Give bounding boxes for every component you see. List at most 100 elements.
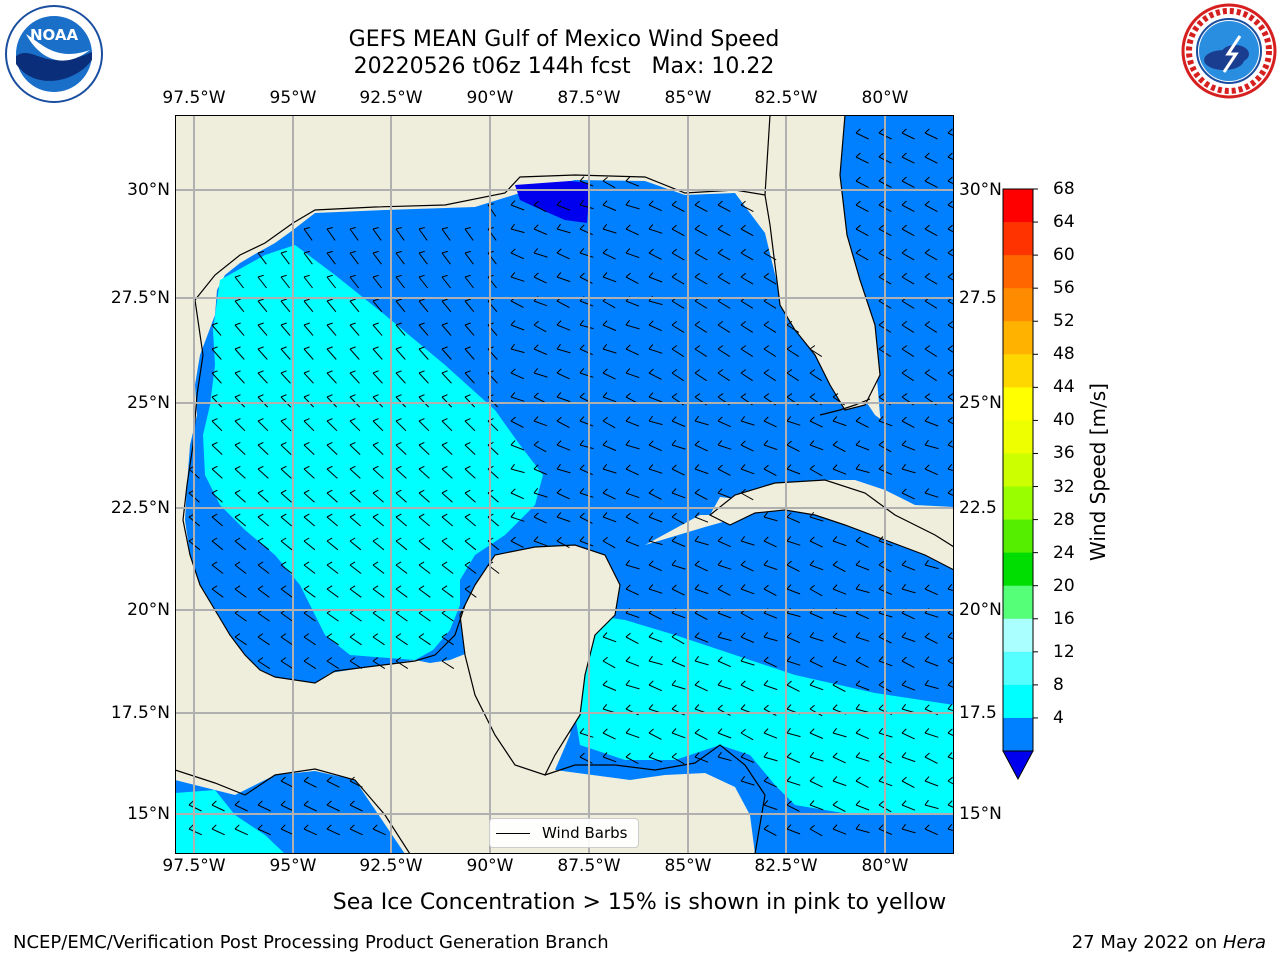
- wind-barb-446: [763, 536, 777, 548]
- colorbar-label-6: 44: [1053, 377, 1075, 398]
- wind-barb-467: [671, 559, 686, 570]
- wind-barb-110: [740, 272, 754, 285]
- wind-barb-25: [648, 200, 663, 212]
- wind-barb-78: [671, 248, 685, 261]
- wind-barb-288: [694, 415, 709, 426]
- colorbar-label-2: 60: [1053, 245, 1075, 266]
- wind-barb-45: [533, 224, 548, 235]
- wind-barb-3: [924, 128, 938, 140]
- wind-barb-386: [625, 488, 640, 499]
- wind-barb-653: [786, 776, 801, 786]
- wind-barb-325: [786, 440, 800, 452]
- wind-barb-432: [441, 537, 454, 551]
- wind-barb-190: [579, 344, 594, 356]
- wind-barb-620: [740, 728, 754, 741]
- wind-barb-172: [924, 321, 938, 333]
- wind-barb-100: [510, 272, 525, 282]
- wind-barb-72: [533, 247, 548, 258]
- wind-barb-314: [533, 440, 547, 453]
- colorbar-swatch-0: [1003, 189, 1033, 223]
- wind-barb-167: [740, 321, 754, 333]
- wind-barb-612: [947, 703, 954, 712]
- wind-barb-619: [717, 728, 732, 739]
- wind-barb-545: [694, 632, 709, 643]
- wind-barb-196: [717, 345, 731, 358]
- wind-barb-401: [326, 513, 339, 527]
- wind-barb-475: [855, 560, 870, 571]
- wind-barb-82: [763, 248, 777, 261]
- wind-barb-533: [280, 633, 293, 646]
- wind-barb-28: [717, 200, 731, 213]
- wind-barb-499: [809, 584, 823, 597]
- wind-barb-447: [786, 536, 801, 546]
- colorbar-label-12: 20: [1053, 575, 1075, 596]
- wind-barb-106: [648, 272, 663, 283]
- wind-barb-86: [924, 248, 938, 261]
- wind-barb-391: [740, 488, 754, 501]
- wind-barb-275: [395, 418, 407, 432]
- wind-barb-492: [648, 584, 663, 594]
- wind-barb-313: [510, 440, 525, 451]
- wind-barb-541: [602, 632, 617, 643]
- wind-barb-148: [303, 322, 314, 336]
- wind-barb-399: [280, 513, 293, 527]
- wind-barb-615: [625, 728, 640, 739]
- wind-barb-61: [280, 250, 290, 265]
- wind-barb-442: [671, 536, 686, 547]
- wind-barb-636: [717, 751, 732, 762]
- map-legend: Wind Barbs: [489, 818, 639, 848]
- wind-barb-373: [326, 489, 338, 503]
- wind-barb-681: [257, 824, 272, 836]
- wind-barb-282: [556, 416, 570, 429]
- wind-barb-648: [303, 776, 317, 788]
- footer-host: Hera: [1222, 932, 1266, 953]
- wind-barb-536: [349, 633, 362, 646]
- wind-barb-19: [510, 200, 525, 211]
- map-plot: [175, 115, 954, 854]
- wind-barb-40: [418, 227, 428, 241]
- wind-barb-371: [280, 489, 292, 503]
- wind-barb-302: [257, 441, 269, 455]
- wind-barb-500: [832, 584, 847, 595]
- wind-barb-339: [326, 465, 338, 479]
- wind-barb-429: [372, 537, 385, 551]
- wind-barb-613: [579, 728, 594, 738]
- wind-barb-116: [234, 298, 245, 313]
- wind-barb-306: [349, 441, 361, 455]
- wind-barb-365: [924, 464, 939, 476]
- wind-barb-543: [648, 632, 663, 643]
- wind-barb-144: [211, 322, 222, 336]
- x-tick-bottom-4: 87.5°W: [557, 856, 621, 876]
- wind-barb-85: [901, 248, 915, 261]
- colorbar-swatch-15: [1003, 684, 1033, 719]
- wind-barb-81: [740, 248, 754, 261]
- colorbar-border: [1002, 188, 1034, 752]
- wind-barb-341: [372, 465, 384, 479]
- wind-barb-355: [694, 464, 709, 475]
- wind-barb-10: [579, 176, 594, 187]
- wind-barb-547: [740, 632, 755, 643]
- x-tick-top-2: 92.5°W: [359, 88, 423, 108]
- wind-barb-569: [694, 655, 709, 666]
- wind-barb-392: [901, 488, 915, 500]
- wind-barb-483: [303, 585, 316, 598]
- wind-barb-50: [648, 224, 663, 234]
- wind-barb-472: [786, 560, 800, 572]
- wind-barb-680: [234, 824, 249, 836]
- wind-barb-163: [648, 320, 663, 332]
- colorbar-under-arrow: [1002, 750, 1034, 781]
- wind-barb-126: [464, 298, 475, 313]
- wind-barb-369: [234, 489, 246, 503]
- caribbean-cyan-region: [575, 615, 954, 815]
- wind-barb-575: [832, 656, 847, 667]
- wind-barb-585: [694, 680, 708, 692]
- wind-barb-695: [947, 823, 954, 832]
- colorbar-swatch-14: [1003, 651, 1033, 686]
- wind-barb-308: [395, 441, 407, 455]
- wind-barb-621: [763, 728, 778, 739]
- wind-barb-656: [855, 776, 869, 788]
- wind-barb-682: [280, 824, 295, 836]
- wind-barb-93: [349, 274, 359, 289]
- wind-barb-420: [809, 511, 824, 522]
- wind-barb-96: [418, 274, 428, 289]
